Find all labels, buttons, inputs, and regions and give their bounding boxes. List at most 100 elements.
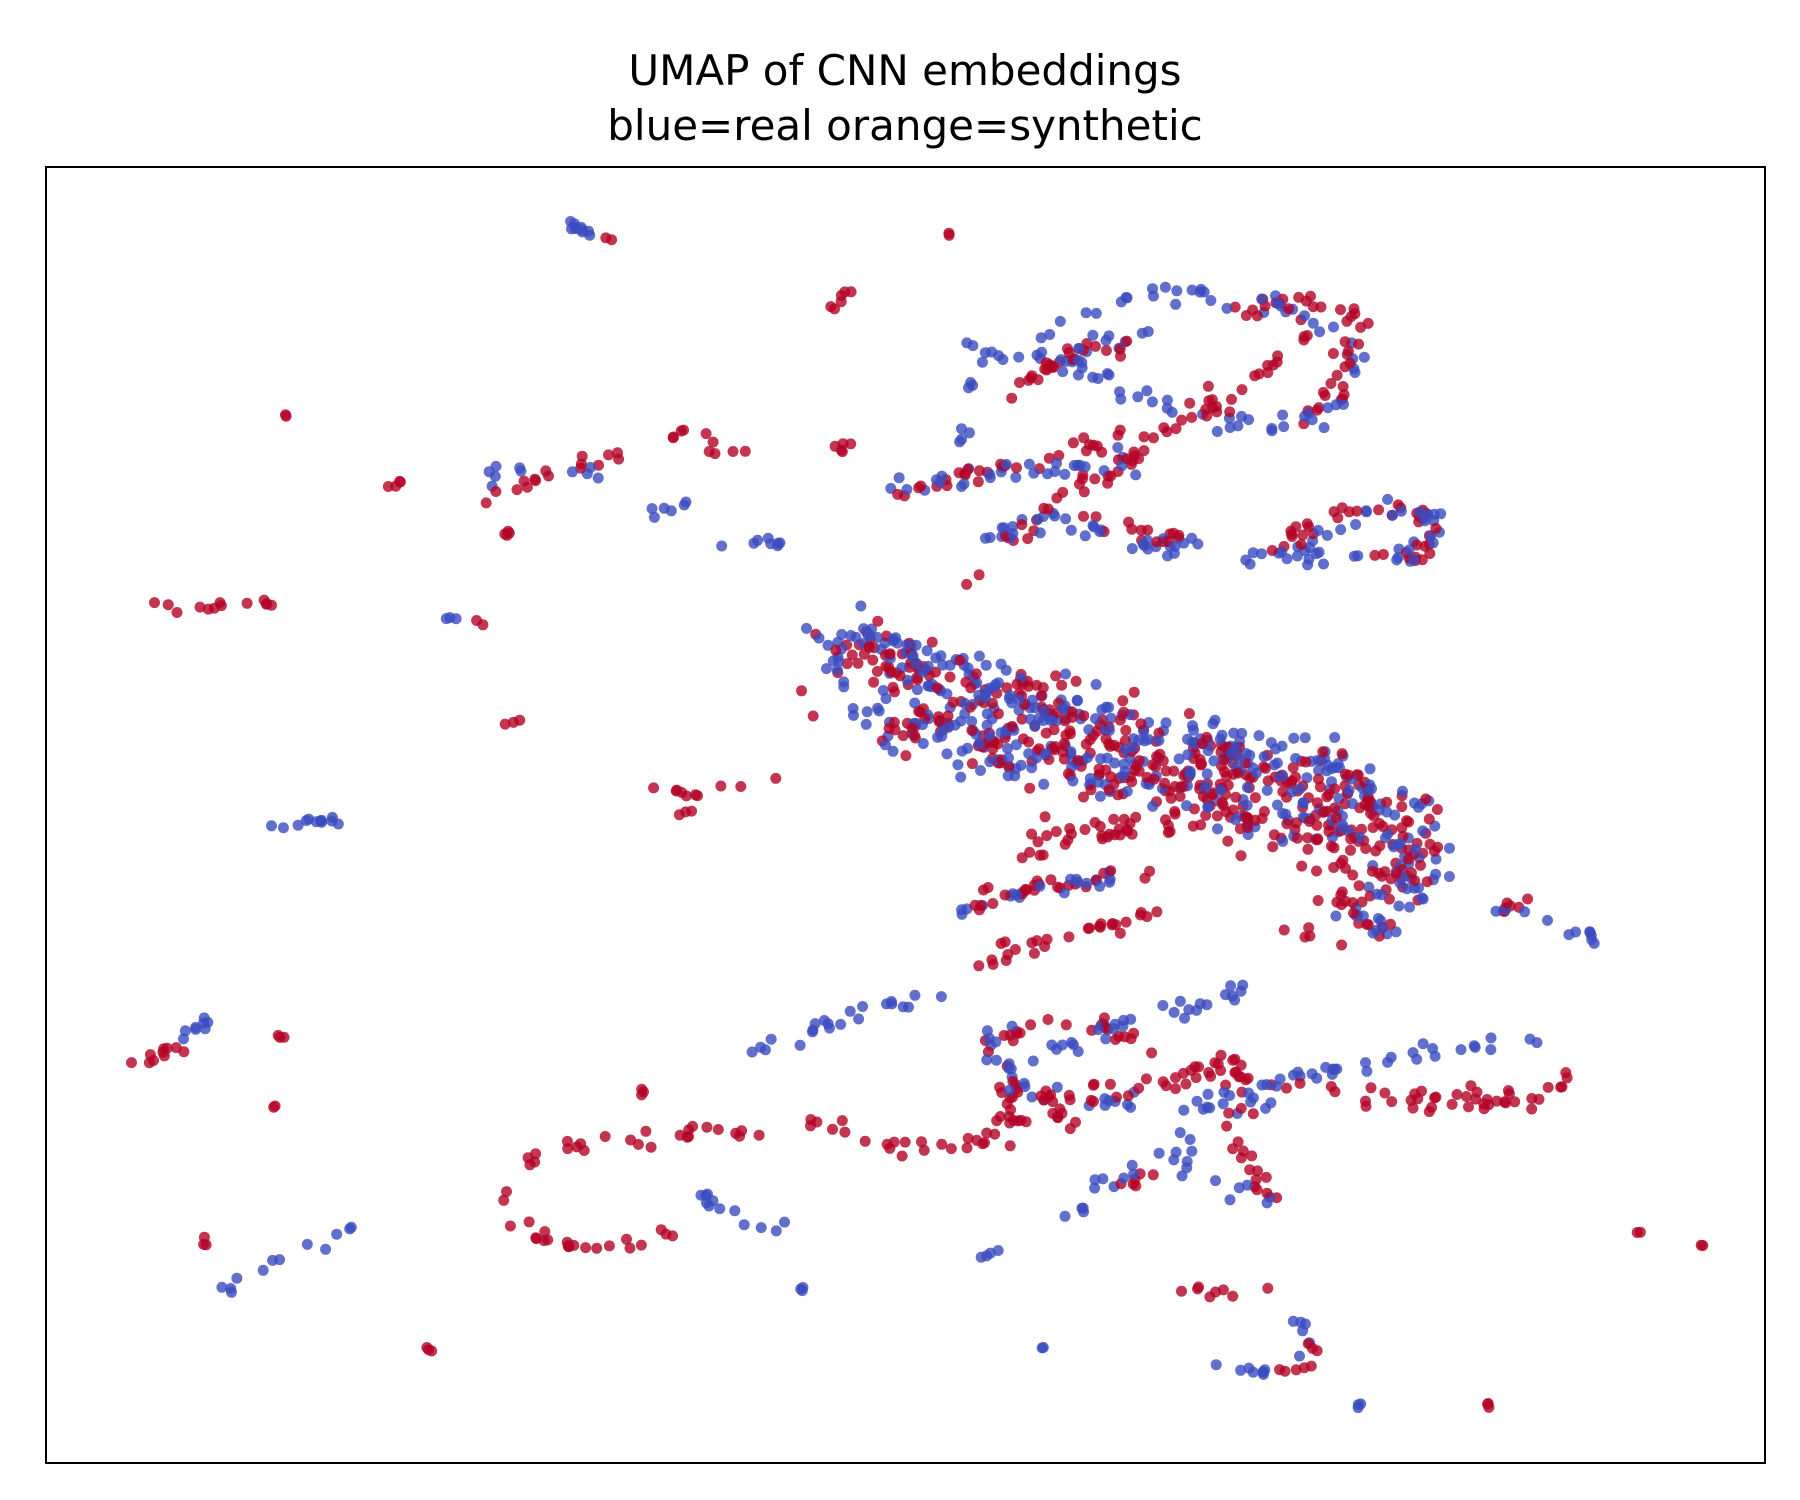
scatter-point-real xyxy=(1036,346,1048,358)
scatter-point-real xyxy=(910,658,922,670)
scatter-point-synthetic xyxy=(1451,1089,1463,1100)
scatter-point-synthetic xyxy=(538,1235,550,1247)
scatter-point-real xyxy=(901,484,913,495)
scatter-point-synthetic xyxy=(1206,394,1218,406)
scatter-point-synthetic xyxy=(1121,824,1133,835)
scatter-point-real xyxy=(1232,420,1244,432)
scatter-point-synthetic xyxy=(1126,776,1138,788)
scatter-point-synthetic xyxy=(1121,335,1133,347)
scatter-point-real xyxy=(1081,752,1093,764)
scatter-point-real xyxy=(838,681,850,693)
scatter-point-synthetic xyxy=(162,599,174,611)
scatter-point-synthetic xyxy=(892,488,904,500)
scatter-point-synthetic xyxy=(970,668,982,680)
scatter-point-synthetic xyxy=(1478,1098,1490,1110)
scatter-point-real xyxy=(1318,558,1329,570)
scatter-point-synthetic xyxy=(1381,796,1393,808)
scatter-point-synthetic xyxy=(1241,819,1253,831)
scatter-point-synthetic xyxy=(1078,791,1089,803)
scatter-point-real xyxy=(1301,772,1313,784)
scatter-point-synthetic xyxy=(1160,765,1172,777)
scatter-point-real xyxy=(1360,1057,1371,1069)
scatter-point-synthetic xyxy=(1353,880,1365,892)
scatter-point-real xyxy=(1329,732,1341,743)
scatter-point-real xyxy=(1100,1033,1112,1045)
scatter-point-synthetic xyxy=(1014,377,1025,388)
scatter-point-synthetic xyxy=(612,447,623,459)
scatter-point-real xyxy=(959,697,971,709)
scatter-point-real xyxy=(1278,421,1290,433)
scatter-point-real xyxy=(1268,759,1280,771)
scatter-point-synthetic xyxy=(1311,819,1323,831)
scatter-point-real xyxy=(1270,743,1281,755)
scatter-point-synthetic xyxy=(1272,350,1284,362)
scatter-point-synthetic xyxy=(933,716,945,727)
scatter-point-real xyxy=(1170,298,1182,310)
scatter-point-synthetic xyxy=(1338,389,1350,401)
scatter-point-synthetic xyxy=(530,1148,542,1160)
scatter-point-synthetic xyxy=(1337,381,1349,392)
scatter-point-real xyxy=(1201,999,1213,1011)
scatter-point-real xyxy=(955,771,967,783)
scatter-point-synthetic xyxy=(518,475,530,487)
scatter-point-real xyxy=(1429,1050,1441,1062)
scatter-point-real xyxy=(1057,366,1069,378)
scatter-point-synthetic xyxy=(1560,1067,1572,1079)
scatter-point-real xyxy=(1328,321,1339,333)
scatter-point-synthetic xyxy=(1345,844,1356,856)
scatter-point-synthetic xyxy=(994,1081,1006,1093)
scatter-point-real xyxy=(1208,755,1220,767)
scatter-point-real xyxy=(1299,732,1311,744)
scatter-point-synthetic xyxy=(926,636,938,648)
scatter-point-real xyxy=(1087,371,1099,383)
scatter-point-real xyxy=(1220,989,1231,1001)
scatter-point-real xyxy=(1117,1020,1129,1032)
scatter-point-synthetic xyxy=(1020,1116,1032,1128)
scatter-point-real xyxy=(1089,1182,1101,1194)
scatter-point-synthetic xyxy=(1227,768,1239,780)
scatter-point-synthetic xyxy=(1102,477,1114,489)
scatter-point-synthetic xyxy=(171,607,183,618)
scatter-point-synthetic xyxy=(1183,708,1195,720)
scatter-point-real xyxy=(903,1001,914,1013)
scatter-point-real xyxy=(1182,749,1194,761)
scatter-point-real xyxy=(1430,868,1442,880)
scatter-point-synthetic xyxy=(1341,315,1353,327)
scatter-point-synthetic xyxy=(1105,865,1117,877)
scatter-point-synthetic xyxy=(215,600,227,612)
scatter-point-real xyxy=(853,1013,865,1025)
scatter-point-real xyxy=(1081,877,1093,889)
scatter-point-synthetic xyxy=(1016,519,1028,531)
scatter-point-real xyxy=(1006,1020,1018,1032)
scatter-point-real xyxy=(893,472,905,484)
scatter-point-real xyxy=(1040,748,1052,760)
scatter-point-real xyxy=(1003,752,1014,764)
scatter-point-real xyxy=(1083,724,1095,736)
scatter-point-real xyxy=(1357,910,1369,922)
scatter-point-synthetic xyxy=(382,481,394,492)
scatter-point-synthetic xyxy=(1256,813,1268,824)
scatter-point-synthetic xyxy=(1094,921,1106,933)
scatter-point-synthetic xyxy=(1091,725,1103,737)
scatter-point-synthetic xyxy=(1360,843,1372,854)
scatter-point-synthetic xyxy=(1461,1091,1472,1102)
scatter-point-real xyxy=(1353,831,1365,843)
scatter-point-real xyxy=(1179,1012,1190,1024)
scatter-point-synthetic xyxy=(1315,301,1327,313)
scatter-point-synthetic xyxy=(1291,832,1303,844)
scatter-point-synthetic xyxy=(701,1121,713,1133)
scatter-point-synthetic xyxy=(827,1123,838,1135)
scatter-point-real xyxy=(1542,914,1553,926)
scatter-point-synthetic xyxy=(739,445,751,457)
scatter-point-real xyxy=(1195,283,1207,295)
scatter-point-synthetic xyxy=(1039,811,1051,823)
scatter-point-real xyxy=(1243,1087,1254,1099)
scatter-point-synthetic xyxy=(942,710,954,722)
scatter-point-real xyxy=(1118,1172,1130,1184)
scatter-point-real xyxy=(779,1216,790,1228)
scatter-point-synthetic xyxy=(966,758,978,770)
scatter-point-real xyxy=(1174,995,1186,1007)
scatter-point-real xyxy=(1173,753,1185,765)
scatter-point-real xyxy=(231,1272,243,1284)
scatter-point-real xyxy=(1121,785,1133,797)
